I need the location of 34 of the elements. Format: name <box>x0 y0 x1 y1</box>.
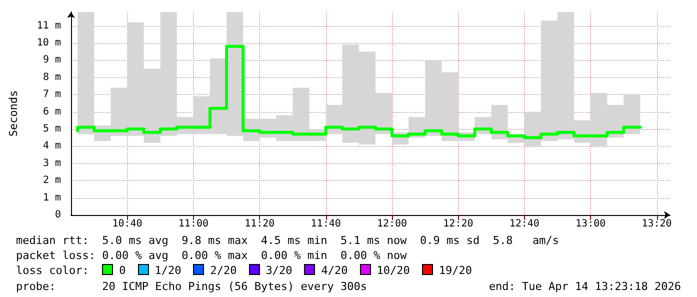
y-tick-label: 4 m <box>42 140 61 152</box>
text: end: Tue Apr 14 13:23:18 2026 <box>488 278 681 294</box>
legend-label: 0 <box>119 264 126 278</box>
y-axis-title: Seconds <box>7 90 20 137</box>
y-tick-label: 1 m <box>42 192 61 204</box>
y-tick-label: 10 m <box>36 37 61 48</box>
x-tick-label: 12:20 <box>443 218 474 230</box>
legend-label: 2/20 <box>210 264 237 278</box>
y-tick-label: 0 <box>54 210 61 220</box>
text: median rtt: 5.0 ms avg 9.8 ms max 4.5 ms min 5.1 ms now 0.9 ms sd 5.8 am/s <box>16 233 560 248</box>
text: probe: 20 ICMP Echo Pings (56 Bytes) every 300s <box>16 280 367 293</box>
y-tick-label: 5 m <box>42 123 61 134</box>
x-tick-label: 11:40 <box>310 218 341 230</box>
y-tick-label: 8 m <box>42 72 61 83</box>
legend-label: 19/20 <box>438 264 472 278</box>
x-tick-label: 12:00 <box>376 218 408 230</box>
y-tick-label: 11 m <box>36 20 61 32</box>
legend-label: 10/20 <box>376 264 410 278</box>
legend-label: 1/20 <box>154 264 182 278</box>
x-tick-label: 11:00 <box>178 218 208 230</box>
legend-label: 3/20 <box>266 264 292 278</box>
legend-title: loss color: <box>16 264 89 278</box>
x-tick-label: 12:40 <box>509 218 540 230</box>
x-tick-label: 13:00 <box>576 218 606 230</box>
y-tick-label: 9 m <box>42 54 61 66</box>
x-tick-label: 13:20 <box>642 218 672 230</box>
x-tick-label: 11:20 <box>244 218 275 230</box>
x-tick-label: 10:40 <box>112 218 142 230</box>
text: packet loss: 0.00 % avg 0.00 % max 0.00 % min 0.00 % now <box>16 248 408 264</box>
y-tick-label: 3 m <box>42 158 61 169</box>
y-tick-label: 2 m <box>42 175 61 186</box>
y-tick-label: 7 m <box>42 89 61 100</box>
y-tick-label: 6 m <box>42 106 61 118</box>
legend-label: 4/20 <box>321 264 348 278</box>
